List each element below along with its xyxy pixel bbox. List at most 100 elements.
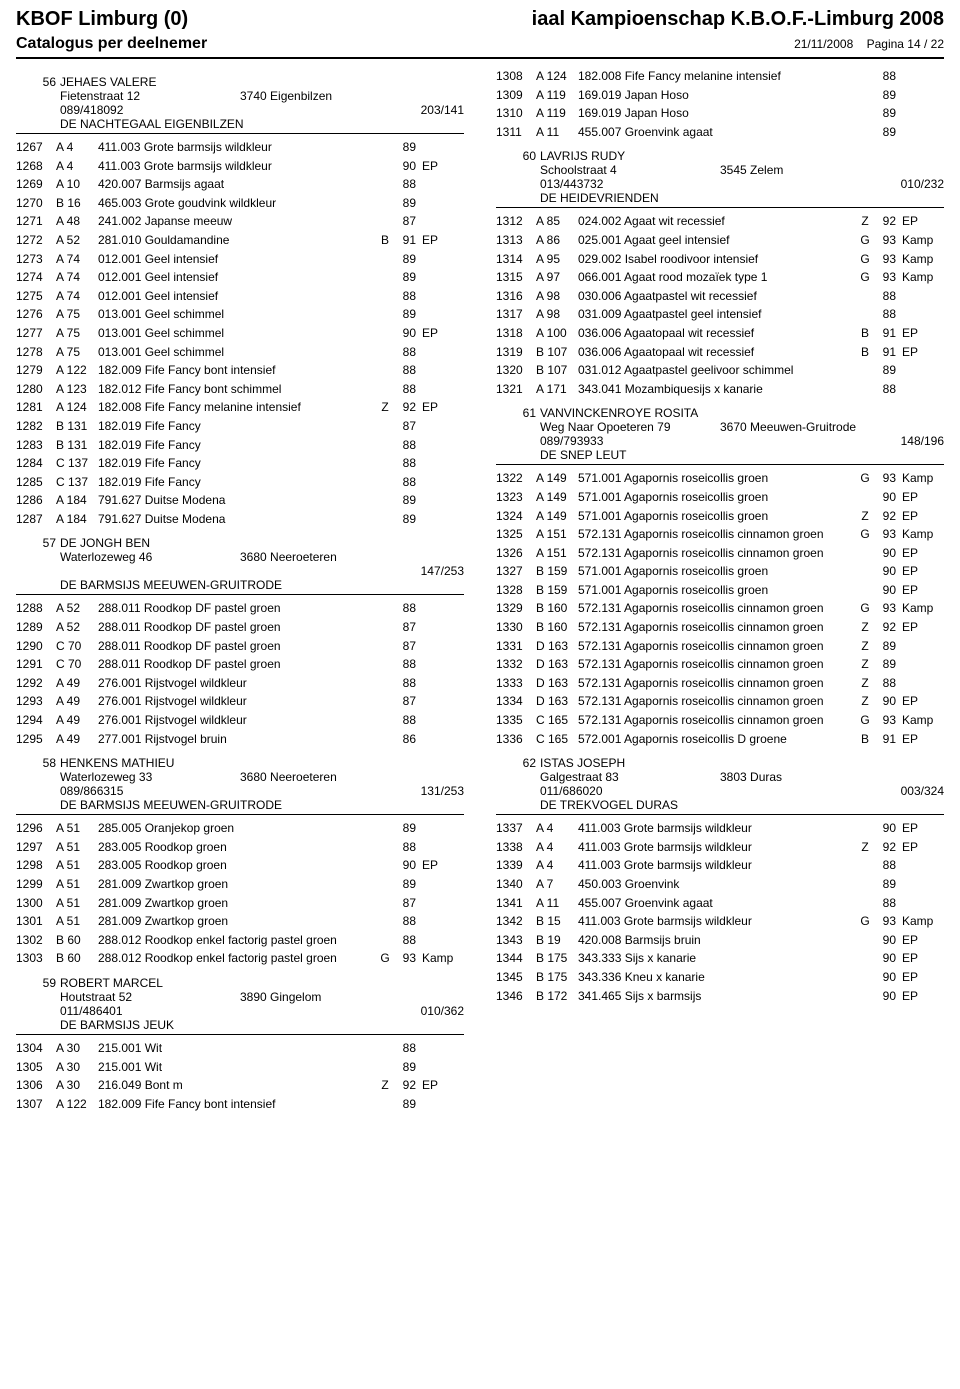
entry-score: 89 — [392, 1095, 416, 1114]
entry-description: 215.001 Wit — [98, 1039, 378, 1058]
entry-number: 1268 — [16, 157, 56, 176]
entry-description: 343.333 Sijs x kanarie — [578, 949, 858, 968]
entry-score: 90 — [872, 987, 896, 1006]
entry-row: 1278A 75013.001 Geel schimmel88 — [16, 343, 464, 362]
entry-number: 1343 — [496, 931, 536, 950]
entry-row: 1314A 95029.002 Isabel roodivoor intensi… — [496, 250, 944, 269]
entry-number: 1304 — [16, 1039, 56, 1058]
entry-row: 1335C 165572.131 Agapornis roseicollis c… — [496, 711, 944, 730]
entry-flag: G — [858, 231, 872, 250]
entry-score: 88 — [392, 380, 416, 399]
entry-score: 88 — [392, 436, 416, 455]
entry-number: 1311 — [496, 123, 536, 142]
entry-flag: Z — [858, 507, 872, 526]
entry-award: EP — [896, 692, 944, 711]
entry-number: 1331 — [496, 637, 536, 656]
participant-block: 58HENKENS MATHIEUWaterlozeweg 333680 Nee… — [16, 756, 464, 968]
entry-score: 88 — [872, 380, 896, 399]
entry-score: 87 — [392, 894, 416, 913]
entry-number: 1303 — [16, 949, 56, 968]
entry-number: 1284 — [16, 454, 56, 473]
entry-number: 1291 — [16, 655, 56, 674]
entry-description: 013.001 Geel schimmel — [98, 324, 378, 343]
participant-header: 62ISTAS JOSEPHGalgestraat 833803 Duras01… — [496, 756, 944, 815]
entry-number: 1326 — [496, 544, 536, 563]
entry-number: 1346 — [496, 987, 536, 1006]
participant-header: 56JEHAES VALEREFietenstraat 123740 Eigen… — [16, 75, 464, 134]
entry-cage: A 124 — [536, 67, 578, 86]
entry-cage: A 52 — [56, 618, 98, 637]
entry-score: 91 — [872, 343, 896, 362]
entry-flag: Z — [858, 212, 872, 231]
entry-row: 1308A 124182.008 Fife Fancy melanine int… — [496, 67, 944, 86]
entry-description: 024.002 Agaat wit recessief — [578, 212, 858, 231]
entry-row: 1303B 60288.012 Roodkop enkel factorig p… — [16, 949, 464, 968]
entry-flag: B — [378, 231, 392, 250]
entry-cage: D 163 — [536, 637, 578, 656]
entry-description: 572.131 Agapornis roseicollis cinnamon g… — [578, 544, 858, 563]
entry-score: 90 — [872, 488, 896, 507]
participant-street: Houtstraat 52 — [60, 990, 240, 1004]
entry-cage: A 75 — [56, 324, 98, 343]
entry-flag: G — [858, 711, 872, 730]
entry-number: 1340 — [496, 875, 536, 894]
participant-phone: 089/793933 — [540, 434, 874, 448]
participant-street: Weg Naar Opoeteren 79 — [540, 420, 720, 434]
entry-number: 1316 — [496, 287, 536, 306]
entry-row: 1283B 131182.019 Fife Fancy88 — [16, 436, 464, 455]
participant-code: 010/362 — [394, 1004, 464, 1018]
participant-id: 62 — [496, 756, 540, 770]
entry-row: 1336C 165572.001 Agapornis roseicollis D… — [496, 730, 944, 749]
entry-award: EP — [896, 212, 944, 231]
entry-number: 1344 — [496, 949, 536, 968]
entry-cage: B 159 — [536, 562, 578, 581]
entry-award: EP — [896, 581, 944, 600]
participant-header: 59ROBERT MARCELHoutstraat 523890 Gingelo… — [16, 976, 464, 1035]
entry-row: 1320B 107031.012 Agaatpastel geelivoor s… — [496, 361, 944, 380]
entry-cage: B 60 — [56, 931, 98, 950]
entry-cage: C 137 — [56, 454, 98, 473]
entry-description: 288.012 Roodkop enkel factorig pastel gr… — [98, 949, 378, 968]
entry-number: 1332 — [496, 655, 536, 674]
entry-description: 281.009 Zwartkop groen — [98, 875, 378, 894]
entry-row: 1318A 100036.006 Agaatopaal wit recessie… — [496, 324, 944, 343]
participant-block: 56JEHAES VALEREFietenstraat 123740 Eigen… — [16, 75, 464, 528]
entry-number: 1281 — [16, 398, 56, 417]
entry-row: 1284C 137182.019 Fife Fancy88 — [16, 454, 464, 473]
entry-row: 1299A 51281.009 Zwartkop groen89 — [16, 875, 464, 894]
participant-header: 60LAVRIJS RUDYSchoolstraat 43545 Zelem01… — [496, 149, 944, 208]
entry-cage: A 4 — [536, 856, 578, 875]
participant-club: DE SNEP LEUT — [496, 448, 944, 462]
entry-cage: A 7 — [536, 875, 578, 894]
entry-award: Kamp — [896, 268, 944, 287]
catalog-title: Catalogus per deelnemer — [16, 35, 207, 53]
entry-row: 1288A 52288.011 Roodkop DF pastel groen8… — [16, 599, 464, 618]
entry-score: 89 — [872, 104, 896, 123]
entry-description: 571.001 Agapornis roseicollis groen — [578, 562, 858, 581]
entry-row: 1272A 52281.010 GouldamandineB91EP — [16, 231, 464, 250]
entry-cage: A 98 — [536, 287, 578, 306]
entry-score: 87 — [392, 692, 416, 711]
entry-score: 90 — [392, 856, 416, 875]
entry-description: 013.001 Geel schimmel — [98, 305, 378, 324]
participant-street: Galgestraat 83 — [540, 770, 720, 784]
participant-club: DE BARMSIJS MEEUWEN-GRUITRODE — [16, 798, 464, 812]
entry-number: 1293 — [16, 692, 56, 711]
entry-number: 1289 — [16, 618, 56, 637]
entry-description: 571.001 Agapornis roseicollis groen — [578, 488, 858, 507]
entry-number: 1315 — [496, 268, 536, 287]
entry-score: 88 — [392, 287, 416, 306]
entry-number: 1322 — [496, 469, 536, 488]
left-column: 56JEHAES VALEREFietenstraat 123740 Eigen… — [16, 67, 464, 1119]
participant-name: ROBERT MARCEL — [60, 976, 464, 990]
participant-street: Waterlozeweg 46 — [60, 550, 240, 564]
participant-block: 61VANVINCKENROYE ROSITAWeg Naar Opoetere… — [496, 406, 944, 748]
entry-score: 92 — [872, 618, 896, 637]
page-text: Pagina 14 / 22 — [867, 37, 944, 51]
entry-description: 281.010 Gouldamandine — [98, 231, 378, 250]
entry-score: 90 — [872, 819, 896, 838]
entry-row: 1315A 97066.001 Agaat rood mozaïek type … — [496, 268, 944, 287]
entry-cage: B 175 — [536, 949, 578, 968]
entry-score: 93 — [872, 250, 896, 269]
entry-cage: A 51 — [56, 875, 98, 894]
